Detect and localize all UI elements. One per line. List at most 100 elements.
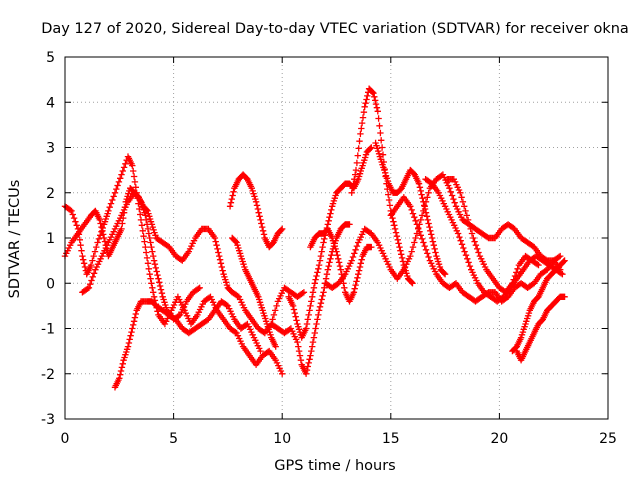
data-point-marker [88,277,95,284]
data-point-marker [87,261,95,269]
data-point-marker [291,333,298,340]
data-point-marker [141,238,148,245]
data-point-marker [137,211,144,218]
series-arc-16 [513,293,568,364]
data-point-marker [317,300,325,307]
data-point-marker [294,338,301,346]
data-point-marker [148,243,155,251]
data-point-marker [441,270,448,277]
data-point-marker [185,315,192,322]
data-point-marker [130,318,138,325]
data-point-marker [109,196,116,204]
data-point-marker [428,260,435,267]
data-point-marker [146,234,153,242]
data-point-marker [355,267,363,274]
data-point-marker [131,178,139,186]
data-point-marker [352,246,359,253]
data-point-marker [319,243,326,251]
data-point-marker [328,252,335,259]
series-arc-15 [444,176,542,296]
data-point-marker [127,332,134,339]
data-point-marker [412,234,419,242]
data-point-marker [130,321,137,329]
data-point-marker [352,281,359,289]
series-arc-17 [509,257,568,355]
data-point-marker [125,339,133,347]
data-point-marker [325,217,332,224]
data-point-marker [132,184,139,191]
data-point-marker [260,231,268,238]
data-point-marker [353,242,361,250]
data-point-marker [216,256,224,263]
data-point-marker [427,227,434,234]
data-point-marker [150,252,157,260]
data-point-marker [451,199,458,206]
data-point-marker [289,302,297,310]
data-point-marker [355,271,362,278]
data-point-marker [119,167,126,175]
data-point-marker [121,354,128,361]
data-point-marker [382,169,389,176]
data-point-marker [175,312,182,319]
data-point-marker [426,223,433,231]
data-point-marker [418,191,425,198]
data-point-marker [84,285,91,292]
data-point-marker [375,242,383,249]
data-point-marker [408,279,415,286]
data-point-marker [458,194,465,201]
data-point-marker [425,220,432,227]
data-point-marker [257,347,264,355]
data-point-marker [223,279,230,286]
data-point-marker [217,260,225,267]
data-point-marker [323,271,331,278]
data-point-marker [113,185,120,193]
data-point-marker [232,238,239,245]
data-point-marker [297,357,305,364]
data-point-marker [274,298,282,305]
data-point-marker [252,198,260,205]
data-point-marker [240,261,247,268]
data-point-marker [409,280,416,287]
data-point-marker [142,212,149,219]
data-point-marker [277,367,285,375]
data-point-marker [156,279,163,286]
data-point-marker [462,207,469,215]
data-point-marker [219,267,226,274]
series-arc-9 [307,225,375,305]
data-point-marker [118,364,126,371]
data-point-marker [391,225,399,233]
data-point-marker [408,206,415,214]
data-point-marker [85,284,93,291]
data-point-marker [359,114,367,121]
data-point-marker [273,302,280,310]
data-point-marker [466,221,473,228]
data-point-marker [316,303,324,310]
data-point-marker [214,245,221,253]
data-point-marker [335,259,343,266]
data-point-marker [460,244,467,252]
data-point-marker [472,242,480,249]
data-point-marker [262,315,269,322]
data-point-marker [95,235,103,243]
data-point-marker [306,307,313,314]
data-point-marker [305,359,312,367]
data-point-marker [302,325,310,332]
data-point-marker [223,301,230,309]
data-point-marker [218,263,225,271]
data-point-marker [327,255,334,262]
data-point-marker [463,212,470,219]
data-point-marker [143,216,150,224]
data-point-marker [68,207,75,215]
data-point-marker [390,218,397,225]
data-points [61,85,568,391]
data-point-marker [424,250,431,257]
data-point-marker [226,203,234,210]
y-tick-label: -3 [41,412,55,428]
data-point-marker [372,100,380,108]
data-point-marker [151,261,159,268]
data-point-marker [417,232,424,239]
data-point-marker [346,221,353,228]
data-point-marker [144,225,152,233]
data-point-marker [374,108,381,115]
data-point-marker [99,227,106,234]
